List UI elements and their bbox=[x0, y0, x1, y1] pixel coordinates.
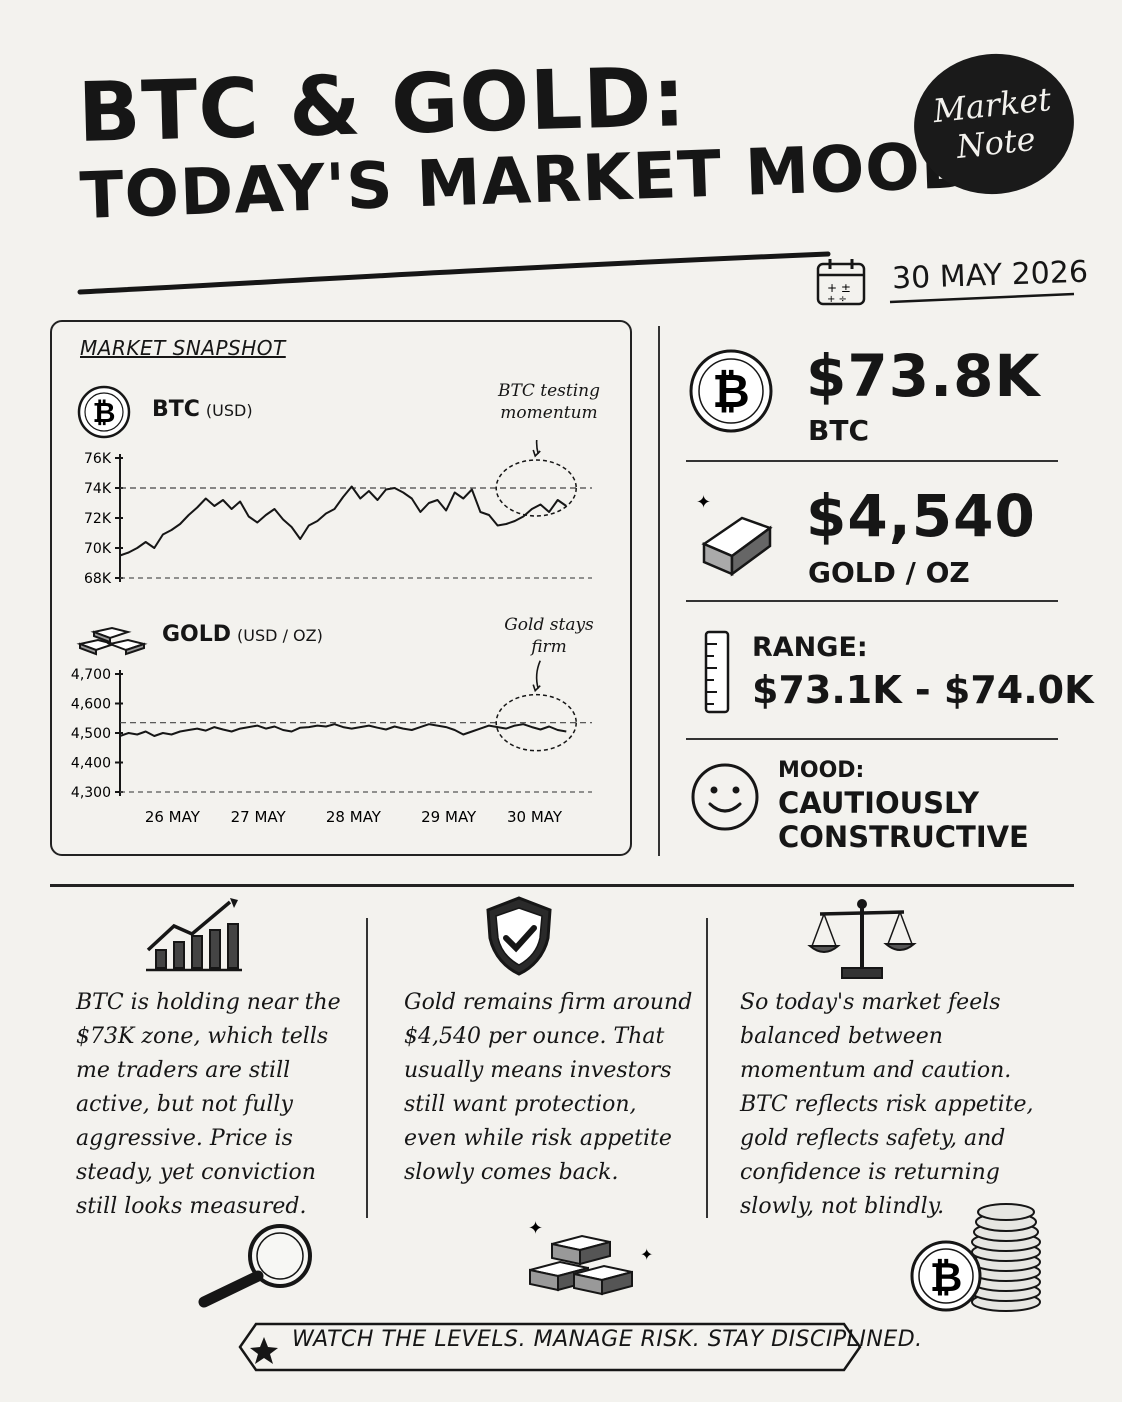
gold-bars-stack-icon: ✦ ✦ bbox=[528, 1218, 653, 1296]
btc-chart-y-tick-label: 74K bbox=[84, 481, 112, 497]
gold-price-value: $4,540 bbox=[806, 482, 1036, 550]
btc-chart-y-tick-label: 70K bbox=[84, 541, 112, 557]
footer-motto: WATCH THE LEVELS. MANAGE RISK. STAY DISC… bbox=[292, 1327, 923, 1352]
gold-bar-icon: ✦ bbox=[696, 492, 773, 577]
market-summary: So today's market feels balanced between… bbox=[740, 990, 1034, 1219]
gold-chart-label: GOLD (USD / OZ) bbox=[162, 622, 323, 647]
btc-chart-name: BTC bbox=[152, 397, 200, 422]
btc-chart-y-tick-label: 76K bbox=[84, 451, 112, 467]
gold-chart-series-line bbox=[119, 723, 567, 737]
star-icon bbox=[250, 1337, 278, 1364]
market-snapshot-card bbox=[50, 320, 632, 856]
btc-chart-unit: (USD) bbox=[205, 401, 253, 420]
stat-divider bbox=[686, 738, 1058, 740]
btc-annotation-line1: BTC testing bbox=[498, 381, 600, 401]
snapshot-label: MARKET SNAPSHOT bbox=[80, 336, 286, 360]
btc-chart-y-tick-label: 72K bbox=[84, 511, 112, 527]
vertical-divider bbox=[658, 326, 660, 856]
gold-price-label: GOLD / OZ bbox=[808, 556, 970, 589]
btc-chart-y-tick-label: 68K bbox=[84, 571, 112, 587]
svg-text:₿: ₿ bbox=[712, 364, 750, 418]
btc-commentary: BTC is holding near the $73K zone, which… bbox=[76, 990, 341, 1219]
ruler-icon bbox=[704, 630, 730, 714]
svg-text:✦: ✦ bbox=[640, 1245, 653, 1264]
gold-chart-annotation-arrow bbox=[535, 660, 541, 689]
gold-chart-y-tick-label: 4,300 bbox=[71, 785, 111, 801]
gold-bars-icon bbox=[76, 626, 148, 656]
svg-text:₿: ₿ bbox=[930, 1255, 963, 1301]
gold-commentary: Gold remains firm around $4,540 per ounc… bbox=[404, 990, 693, 1185]
calendar-icon: + ± + ÷ bbox=[816, 259, 866, 306]
svg-text:✦: ✦ bbox=[528, 1218, 543, 1239]
btc-price-label: BTC bbox=[808, 414, 869, 447]
shield-check-icon bbox=[486, 896, 552, 976]
badge-line1: Market bbox=[931, 80, 1053, 131]
gold-chart-y-tick-label: 4,700 bbox=[71, 667, 111, 683]
section-divider bbox=[50, 884, 1074, 887]
svg-text:₿: ₿ bbox=[93, 396, 116, 429]
mood-label: MOOD: bbox=[778, 758, 865, 783]
column-divider bbox=[366, 918, 368, 1218]
date-underline bbox=[889, 292, 1075, 304]
bitcoin-icon: ₿ bbox=[689, 349, 773, 433]
svg-text:✦: ✦ bbox=[696, 492, 711, 513]
gold-annotation: Gold stays firm bbox=[484, 614, 614, 658]
mood-line1: CAUTIOUSLY bbox=[778, 786, 980, 820]
gold-chart-x-tick-label: 29 MAY bbox=[421, 808, 477, 826]
gold-chart-y-tick-label: 4,400 bbox=[71, 756, 111, 772]
svg-text:+ ÷: + ÷ bbox=[827, 294, 847, 305]
gold-chart-x-tick-label: 26 MAY bbox=[145, 808, 201, 826]
gold-chart-y-tick-label: 4,500 bbox=[71, 726, 111, 742]
mood-line2: CONSTRUCTIVE bbox=[778, 820, 1029, 854]
gold-chart-y-tick-label: 4,600 bbox=[71, 697, 111, 713]
gold-annotation-line1: Gold stays bbox=[504, 615, 594, 635]
stat-divider bbox=[686, 460, 1058, 462]
gold-chart-x-tick-label: 27 MAY bbox=[231, 808, 287, 826]
btc-chart-highlight-circle bbox=[495, 459, 577, 517]
btc-chart-annotation-arrow bbox=[535, 440, 539, 455]
stat-divider bbox=[686, 600, 1058, 602]
bitcoin-coin-stack-icon: ₿ bbox=[910, 1203, 1041, 1312]
title-underline bbox=[77, 251, 831, 295]
btc-chart-annotation-arrowhead bbox=[532, 449, 541, 458]
gold-chart-x-tick-label: 30 MAY bbox=[507, 808, 563, 826]
range-label: RANGE: bbox=[752, 632, 868, 663]
btc-line-chart: 76K 74K 72K 70K 68K bbox=[84, 440, 592, 587]
gold-line-chart: 4,700 4,600 4,500 4,400 4,300 26 MAY 27 MAY 28 … bbox=[71, 660, 592, 826]
btc-chart-label: BTC (USD) bbox=[152, 397, 253, 422]
footer-banner bbox=[238, 1322, 862, 1372]
range-value: $73.1K - $74.0K bbox=[752, 668, 1094, 712]
magnifying-glass-icon bbox=[198, 1224, 312, 1308]
balance-scale-icon bbox=[807, 899, 917, 979]
badge-line2: Note bbox=[954, 119, 1038, 166]
rising-chart-icon bbox=[146, 898, 242, 972]
bitcoin-coin-icon: ₿ bbox=[77, 385, 131, 439]
gold-chart-x-tick-label: 28 MAY bbox=[326, 808, 382, 826]
smiley-face-icon bbox=[691, 763, 759, 831]
btc-chart-series-line bbox=[119, 485, 567, 557]
svg-text:+ ±: + ± bbox=[827, 281, 851, 295]
gold-chart-name: GOLD bbox=[162, 622, 232, 647]
btc-price-value: $73.8K bbox=[806, 342, 1041, 410]
btc-annotation: BTC testing momentum bbox=[484, 380, 614, 424]
gold-chart-unit: (USD / OZ) bbox=[237, 626, 323, 645]
btc-annotation-line2: momentum bbox=[500, 403, 598, 423]
gold-annotation-line2: firm bbox=[531, 637, 567, 657]
gold-chart-annotation-arrowhead bbox=[532, 684, 541, 693]
column-divider bbox=[706, 918, 708, 1218]
